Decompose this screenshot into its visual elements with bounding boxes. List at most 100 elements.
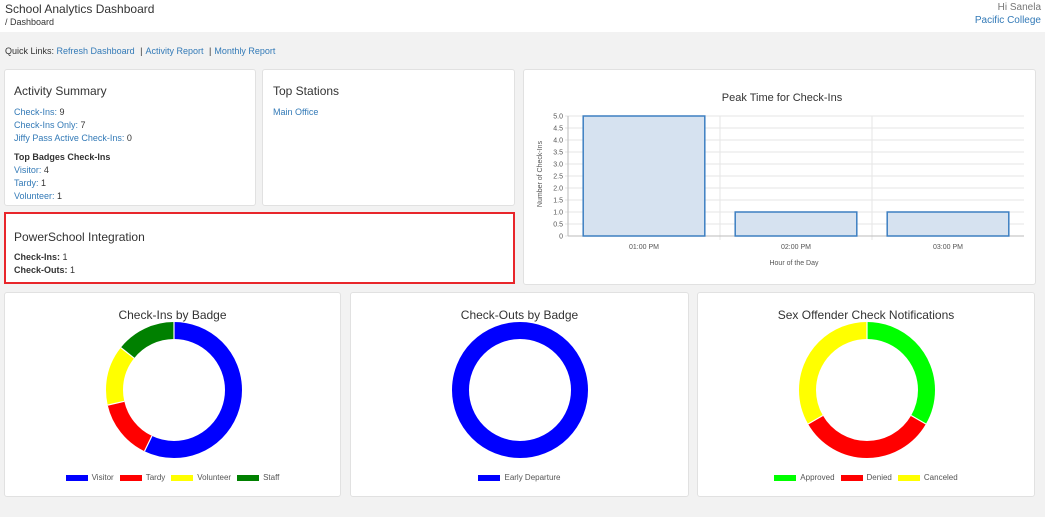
refresh-dashboard-link[interactable]: Refresh Dashboard bbox=[56, 46, 135, 56]
legend-item[interactable]: Staff bbox=[237, 473, 279, 482]
summary-row: Jiffy Pass Active Check-Ins: 0 bbox=[14, 133, 246, 143]
slice-separator bbox=[910, 414, 927, 425]
tardy-badge-link[interactable]: Tardy: bbox=[14, 178, 39, 188]
jiffy-pass-link[interactable]: Jiffy Pass Active Check-Ins: bbox=[14, 133, 125, 143]
bar[interactable] bbox=[582, 115, 706, 237]
y-tick-label: 2.0 bbox=[553, 186, 563, 193]
legend-swatch bbox=[840, 474, 863, 481]
y-tick-label: 3.0 bbox=[553, 162, 563, 169]
slice-separator bbox=[807, 414, 824, 425]
check-outs-donut-chart bbox=[452, 322, 588, 458]
panel-title: PowerSchool Integration bbox=[14, 230, 145, 244]
organization-link[interactable]: Pacific College bbox=[974, 15, 1041, 26]
powerschool-value: 1 bbox=[62, 252, 68, 262]
powerschool-value: 1 bbox=[70, 265, 76, 275]
powerschool-row: Check-Ins: 1 bbox=[14, 252, 505, 262]
y-tick-label: 3.5 bbox=[553, 150, 563, 157]
legend-item[interactable]: Approved bbox=[774, 473, 835, 482]
donut-slice[interactable] bbox=[106, 322, 242, 458]
station-link[interactable]: Main Office bbox=[273, 107, 319, 117]
quick-links: Quick Links: Refresh Dashboard | Activity… bbox=[5, 46, 275, 56]
badge-value: 1 bbox=[57, 191, 63, 201]
panel-title: Top Stations bbox=[273, 84, 340, 98]
legend-item[interactable]: Denied bbox=[840, 473, 892, 482]
legend-label: Visitor bbox=[91, 473, 114, 482]
legend-item[interactable]: Volunteer bbox=[171, 473, 231, 482]
legend-label: Early Departure bbox=[504, 473, 561, 482]
quick-links-label: Quick Links: bbox=[5, 46, 55, 56]
y-tick-label: 1.5 bbox=[553, 198, 563, 205]
badge-row: Tardy: 1 bbox=[14, 178, 246, 188]
legend-item[interactable]: Visitor bbox=[65, 473, 114, 482]
x-ticks: 01:00 PM 02:00 PM 03:00 PM bbox=[629, 244, 963, 251]
powerschool-integration-panel: PowerSchool Integration Check-Ins: 1 Che… bbox=[4, 212, 515, 284]
legend-item[interactable]: Canceled bbox=[897, 473, 958, 482]
legend-swatch bbox=[478, 474, 501, 481]
slice-separator bbox=[120, 347, 135, 359]
sex-offender-donut-chart bbox=[799, 322, 935, 458]
top-stations-panel: Top Stations Main Office bbox=[262, 69, 515, 206]
legend-label: Canceled bbox=[923, 473, 958, 482]
sex-offender-notifications-panel: Sex Offender Check Notifications Approve… bbox=[697, 292, 1035, 497]
powerschool-label: Check-Outs: bbox=[14, 265, 68, 275]
check-ins-by-badge-panel: Check-Ins by Badge Visitor Tardy Volunteer… bbox=[4, 292, 341, 497]
legend-label: Tardy bbox=[145, 473, 166, 482]
summary-row: Check-Ins: 9 bbox=[14, 107, 246, 117]
summary-row: Check-Ins Only: 7 bbox=[14, 120, 246, 130]
visitor-badge-link[interactable]: Visitor: bbox=[14, 165, 42, 175]
badge-value: 4 bbox=[43, 165, 49, 175]
link-separator: | bbox=[209, 46, 212, 56]
legend-swatch bbox=[774, 474, 797, 481]
legend-item[interactable]: Tardy bbox=[119, 473, 166, 482]
slice-separator bbox=[107, 400, 125, 406]
y-tick-label: 4.5 bbox=[553, 126, 563, 133]
legend-swatch bbox=[897, 474, 920, 481]
y-tick-label: 0.5 bbox=[553, 222, 563, 229]
legend-swatch bbox=[65, 474, 88, 481]
user-greeting: Hi Sanela bbox=[997, 2, 1041, 13]
chart-title: Check-Outs by Badge bbox=[460, 308, 579, 322]
bar[interactable] bbox=[734, 211, 858, 237]
legend-label: Volunteer bbox=[197, 473, 232, 482]
y-axis-label: Number of Check-Ins bbox=[537, 140, 544, 207]
legend-swatch bbox=[171, 474, 194, 481]
chart-title: Check-Ins by Badge bbox=[118, 308, 227, 322]
legend-swatch bbox=[119, 474, 142, 481]
y-tick-label: 0 bbox=[559, 234, 563, 241]
legend-label: Staff bbox=[263, 473, 280, 482]
y-tick-label: 1.0 bbox=[553, 210, 563, 217]
legend-swatch bbox=[237, 474, 260, 481]
badge-row: Visitor: 4 bbox=[14, 165, 246, 175]
link-separator: | bbox=[140, 46, 143, 56]
badges-heading: Top Badges Check-Ins bbox=[14, 152, 111, 162]
powerschool-row: Check-Outs: 1 bbox=[14, 265, 505, 275]
badge-row: Volunteer: 1 bbox=[14, 191, 246, 201]
monthly-report-link[interactable]: Monthly Report bbox=[214, 46, 276, 56]
check-ins-donut-chart bbox=[106, 322, 242, 458]
y-tick-label: 4.0 bbox=[553, 138, 563, 145]
peak-time-bar-chart: Peak Time for Check-Ins Number of Check-… bbox=[537, 92, 1024, 267]
panel-title: Activity Summary bbox=[14, 84, 107, 98]
y-ticks: 0 0.5 1.0 1.5 2.0 2.5 3.0 3.5 4.0 4.5 5.0 bbox=[553, 114, 563, 241]
check-ins-link[interactable]: Check-Ins: bbox=[14, 107, 58, 117]
donut-slice[interactable] bbox=[799, 322, 935, 458]
bar[interactable] bbox=[886, 211, 1010, 237]
summary-value: 0 bbox=[126, 133, 132, 143]
legend-item[interactable]: Early Departure bbox=[478, 473, 561, 482]
legend-label: Approved bbox=[800, 473, 835, 482]
check-ins-only-link[interactable]: Check-Ins Only: bbox=[14, 120, 79, 130]
activity-summary-panel: Activity Summary Check-Ins: 9 Check-Ins … bbox=[4, 69, 256, 206]
summary-value: 7 bbox=[80, 120, 86, 130]
check-outs-by-badge-panel: Check-Outs by Badge Early Departure bbox=[350, 292, 689, 497]
chart-legend: Visitor Tardy Volunteer Staff bbox=[5, 473, 340, 483]
peak-time-panel: Peak Time for Check-Ins Number of Check-… bbox=[523, 69, 1036, 285]
chart-legend: Approved Denied Canceled bbox=[698, 473, 1034, 483]
app-title: School Analytics Dashboard bbox=[5, 2, 155, 16]
volunteer-badge-link[interactable]: Volunteer: bbox=[14, 191, 55, 201]
legend-label: Denied bbox=[866, 473, 892, 482]
donut-slice[interactable] bbox=[452, 322, 588, 458]
y-tick-label: 5.0 bbox=[553, 114, 563, 121]
activity-report-link[interactable]: Activity Report bbox=[145, 46, 204, 56]
x-tick-label: 02:00 PM bbox=[781, 244, 811, 251]
chart-legend: Early Departure bbox=[351, 473, 688, 483]
